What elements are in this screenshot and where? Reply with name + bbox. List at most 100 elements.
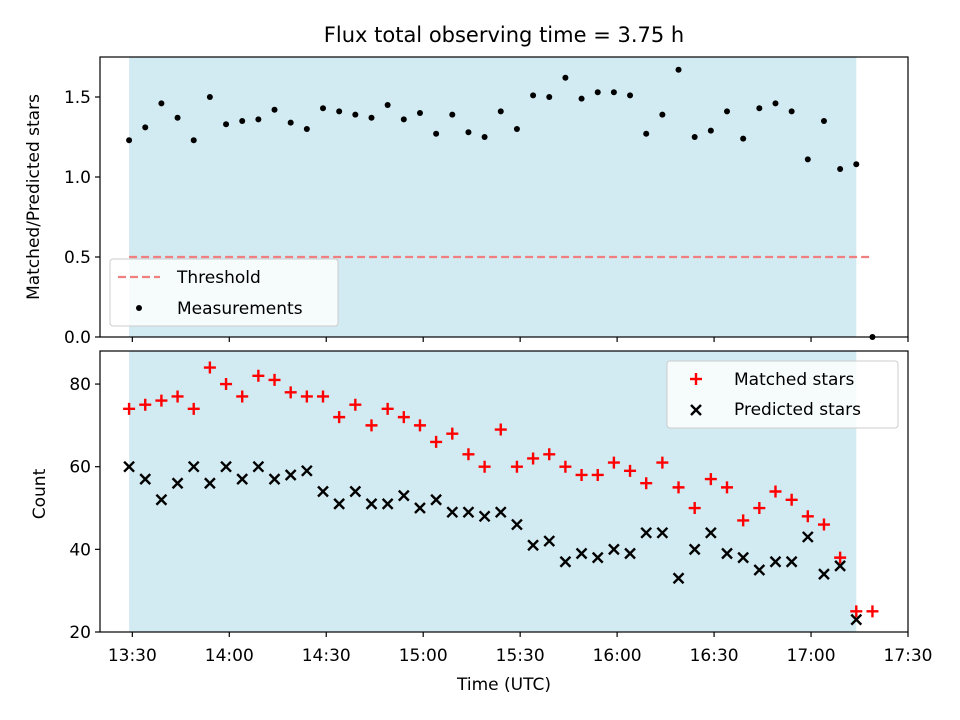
measurements-point [643, 130, 650, 137]
matched-stars-point [510, 460, 523, 473]
predicted-stars-point [430, 493, 442, 506]
count-y-tick-label: 40 [69, 540, 91, 560]
matched-stars-point [543, 448, 556, 461]
measurements-point [578, 95, 585, 102]
measurements-point [352, 111, 359, 118]
matched-stars-point [397, 411, 410, 424]
matched-stars-point [527, 452, 540, 465]
matched-stars-point [268, 373, 281, 386]
matched-stars-point [462, 448, 475, 461]
matched-stars-point [155, 394, 168, 407]
measurements-point [497, 108, 504, 115]
predicted-stars-point [414, 502, 426, 514]
measurements-point [594, 89, 601, 96]
measurements-point [126, 137, 133, 144]
matched-stars-point [737, 514, 750, 527]
matched-stars-point [624, 464, 637, 477]
matched-stars-point [139, 398, 152, 411]
measurements-point [691, 134, 698, 140]
predicted-stars-point [721, 547, 733, 560]
predicted-stars-point [753, 564, 766, 576]
predicted-stars-point [317, 485, 329, 498]
measurements-point [206, 94, 213, 100]
measurements-point [562, 74, 569, 81]
ratio-y-tick-label: 1.5 [64, 88, 91, 108]
measurements-point [513, 126, 520, 132]
matched-stars-point [123, 402, 136, 415]
measurements-point [303, 126, 310, 132]
matched-stars-point [591, 468, 604, 481]
legend-measurements-label: Measurements [177, 299, 303, 319]
ratio-y-axis-label: Matched/Predicted stars [24, 94, 44, 300]
predicted-stars-point [252, 460, 265, 473]
count-y-axis-label: Count [30, 468, 50, 519]
matched-stars-point [284, 386, 297, 399]
measurements-point [465, 129, 472, 136]
matched-stars-point [349, 398, 362, 411]
x-tick-label: 14:30 [302, 646, 351, 666]
matched-stars-point [317, 390, 330, 403]
predicted-stars-point [704, 526, 717, 539]
measurements-point [659, 111, 666, 118]
x-axis-label: Time (UTC) [456, 675, 551, 695]
predicted-stars-point [818, 568, 830, 580]
matched-stars-point [559, 460, 572, 473]
predicted-stars-point [365, 498, 378, 510]
matched-stars-point [478, 460, 491, 473]
predicted-stars-point [575, 547, 588, 560]
predicted-stars-point [300, 464, 313, 477]
count-panel-marks [123, 361, 879, 626]
legend-measurements-swatch [136, 305, 142, 311]
ratio-y-tick-label: 1.0 [64, 168, 91, 188]
ratio-legend: Threshold Measurements [109, 258, 339, 327]
predicted-stars-point [801, 531, 814, 543]
legend-matched-swatch [690, 373, 702, 385]
predicted-stars-point [462, 506, 475, 519]
predicted-stars-point [737, 551, 750, 564]
predicted-stars-point [511, 518, 523, 531]
predicted-stars-point [624, 547, 636, 560]
predicted-stars-point [688, 543, 701, 556]
matched-stars-point [753, 502, 766, 515]
x-tick-label: 15:00 [399, 646, 448, 666]
matched-stars-point [817, 518, 830, 531]
predicted-stars-point [559, 555, 572, 568]
measurements-point [707, 127, 714, 134]
legend-predicted-label: Predicted stars [734, 400, 861, 420]
count-y-tick-label: 80 [69, 375, 91, 395]
matched-stars-point [688, 502, 701, 515]
measurements-point [239, 118, 246, 124]
matched-stars-point [801, 510, 814, 523]
predicted-stars-point [640, 526, 653, 539]
matched-stars-point [607, 456, 620, 469]
ratio-y-tick-label: 0.5 [64, 248, 91, 268]
predicted-stars-point [608, 543, 620, 556]
matched-stars-point [850, 605, 863, 618]
predicted-stars-point [123, 460, 135, 473]
measurements-point [772, 100, 779, 107]
predicted-stars-point [834, 560, 846, 572]
x-tick-label: 13:30 [108, 646, 157, 666]
x-tick-label: 17:30 [884, 646, 933, 666]
predicted-stars-point [543, 535, 556, 547]
ratio-legend-box [109, 258, 339, 327]
ratio-panel-frame [99, 56, 909, 338]
matched-stars-point [672, 481, 685, 494]
predicted-stars-point [769, 555, 782, 568]
x-tick-label: 16:00 [593, 646, 642, 666]
measurements-point [433, 130, 440, 137]
predicted-stars-point [139, 473, 152, 485]
measurements-point [255, 116, 262, 123]
predicted-stars-point [672, 572, 685, 585]
predicted-stars-point [397, 489, 410, 502]
x-tick-label: 16:30 [690, 646, 739, 666]
measurements-point [610, 89, 617, 96]
predicted-stars-point [850, 613, 863, 626]
measurements-point [158, 100, 165, 107]
measurements-point [384, 102, 391, 108]
matched-stars-point [494, 423, 507, 436]
measurements-point [320, 105, 327, 112]
measurements-point [853, 161, 860, 168]
